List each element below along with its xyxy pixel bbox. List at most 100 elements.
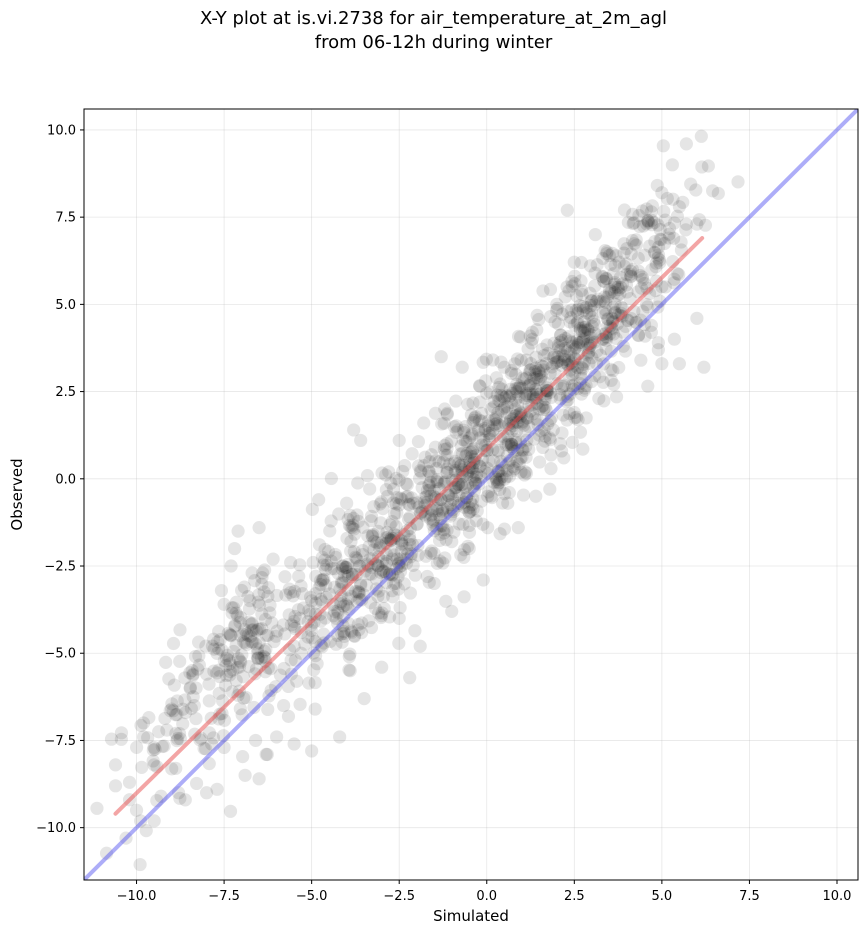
data-point xyxy=(399,541,413,556)
data-point xyxy=(428,406,443,420)
data-point xyxy=(588,317,602,332)
data-point xyxy=(210,666,224,680)
data-point xyxy=(167,678,181,692)
data-point xyxy=(471,423,486,438)
data-point xyxy=(576,442,590,456)
chart-title-line-1: X-Y plot at is.vi.2738 for air_temperatu… xyxy=(199,8,668,29)
data-point xyxy=(507,444,521,459)
data-point xyxy=(667,231,681,245)
data-point xyxy=(173,732,187,746)
data-point xyxy=(252,636,266,650)
data-point xyxy=(240,637,254,651)
data-point xyxy=(521,342,535,356)
data-point xyxy=(379,557,393,571)
data-point xyxy=(312,493,326,507)
data-point xyxy=(436,502,450,516)
data-point xyxy=(524,362,538,377)
data-point xyxy=(522,378,536,392)
data-point xyxy=(604,362,618,376)
data-point xyxy=(309,649,323,663)
data-point xyxy=(642,239,657,253)
data-point xyxy=(356,548,370,562)
data-point xyxy=(433,511,448,526)
data-point xyxy=(413,464,427,478)
data-point xyxy=(535,342,550,356)
data-point xyxy=(522,378,537,393)
data-point xyxy=(502,390,517,404)
data-point xyxy=(188,649,203,664)
data-point xyxy=(437,416,451,430)
data-point xyxy=(403,533,417,547)
data-point xyxy=(562,406,577,421)
data-point xyxy=(536,284,550,298)
data-point xyxy=(537,402,551,417)
data-point xyxy=(217,597,231,611)
data-point xyxy=(430,521,444,535)
data-point xyxy=(342,617,356,631)
data-point xyxy=(278,627,292,641)
data-point xyxy=(345,625,359,639)
data-point xyxy=(523,376,538,391)
data-point xyxy=(192,649,206,663)
data-point xyxy=(261,589,275,603)
data-point xyxy=(459,490,474,505)
data-point xyxy=(478,421,492,436)
data-point xyxy=(173,654,187,668)
data-point xyxy=(437,442,451,456)
data-point xyxy=(339,560,354,575)
data-point xyxy=(402,497,416,511)
data-point xyxy=(631,251,645,265)
data-point xyxy=(402,529,416,544)
data-point xyxy=(392,473,406,487)
data-point xyxy=(525,325,539,339)
data-point xyxy=(616,339,630,353)
data-point xyxy=(432,533,447,548)
data-point xyxy=(308,607,323,621)
data-point xyxy=(387,577,401,591)
x-tick-label: −7.5 xyxy=(208,889,240,904)
data-point xyxy=(306,555,320,570)
data-point xyxy=(329,550,343,564)
data-point xyxy=(573,323,587,338)
data-point xyxy=(557,352,572,367)
data-point xyxy=(602,282,617,297)
data-point xyxy=(454,478,468,492)
data-point xyxy=(248,667,262,681)
data-point xyxy=(653,222,667,237)
data-point xyxy=(670,209,684,223)
data-point xyxy=(314,638,328,652)
data-point xyxy=(411,538,425,553)
data-point xyxy=(246,623,260,637)
data-point xyxy=(317,572,331,586)
data-point xyxy=(158,711,172,726)
data-point xyxy=(597,290,612,304)
data-point xyxy=(500,463,514,477)
data-point xyxy=(255,577,269,591)
data-point xyxy=(244,629,258,643)
x-axis-label: Simulated xyxy=(433,907,509,925)
data-point xyxy=(495,470,509,484)
data-point xyxy=(424,448,439,462)
x-tick-label: −2.5 xyxy=(383,889,415,904)
data-point xyxy=(217,713,232,727)
data-point xyxy=(309,596,323,610)
data-point xyxy=(538,375,552,390)
data-point xyxy=(539,403,553,417)
data-point xyxy=(348,527,362,541)
data-point xyxy=(354,626,369,640)
data-point xyxy=(672,200,686,214)
data-point xyxy=(449,419,463,433)
data-point xyxy=(596,306,610,320)
data-point xyxy=(651,336,665,350)
data-point xyxy=(530,370,544,385)
data-point xyxy=(363,567,377,581)
data-point xyxy=(261,628,275,642)
data-point xyxy=(293,611,307,625)
data-point xyxy=(344,589,358,603)
data-point xyxy=(536,398,550,413)
data-point xyxy=(270,588,284,603)
data-point xyxy=(451,423,465,437)
data-point xyxy=(219,658,233,673)
data-point xyxy=(238,623,252,637)
data-point xyxy=(314,592,328,606)
